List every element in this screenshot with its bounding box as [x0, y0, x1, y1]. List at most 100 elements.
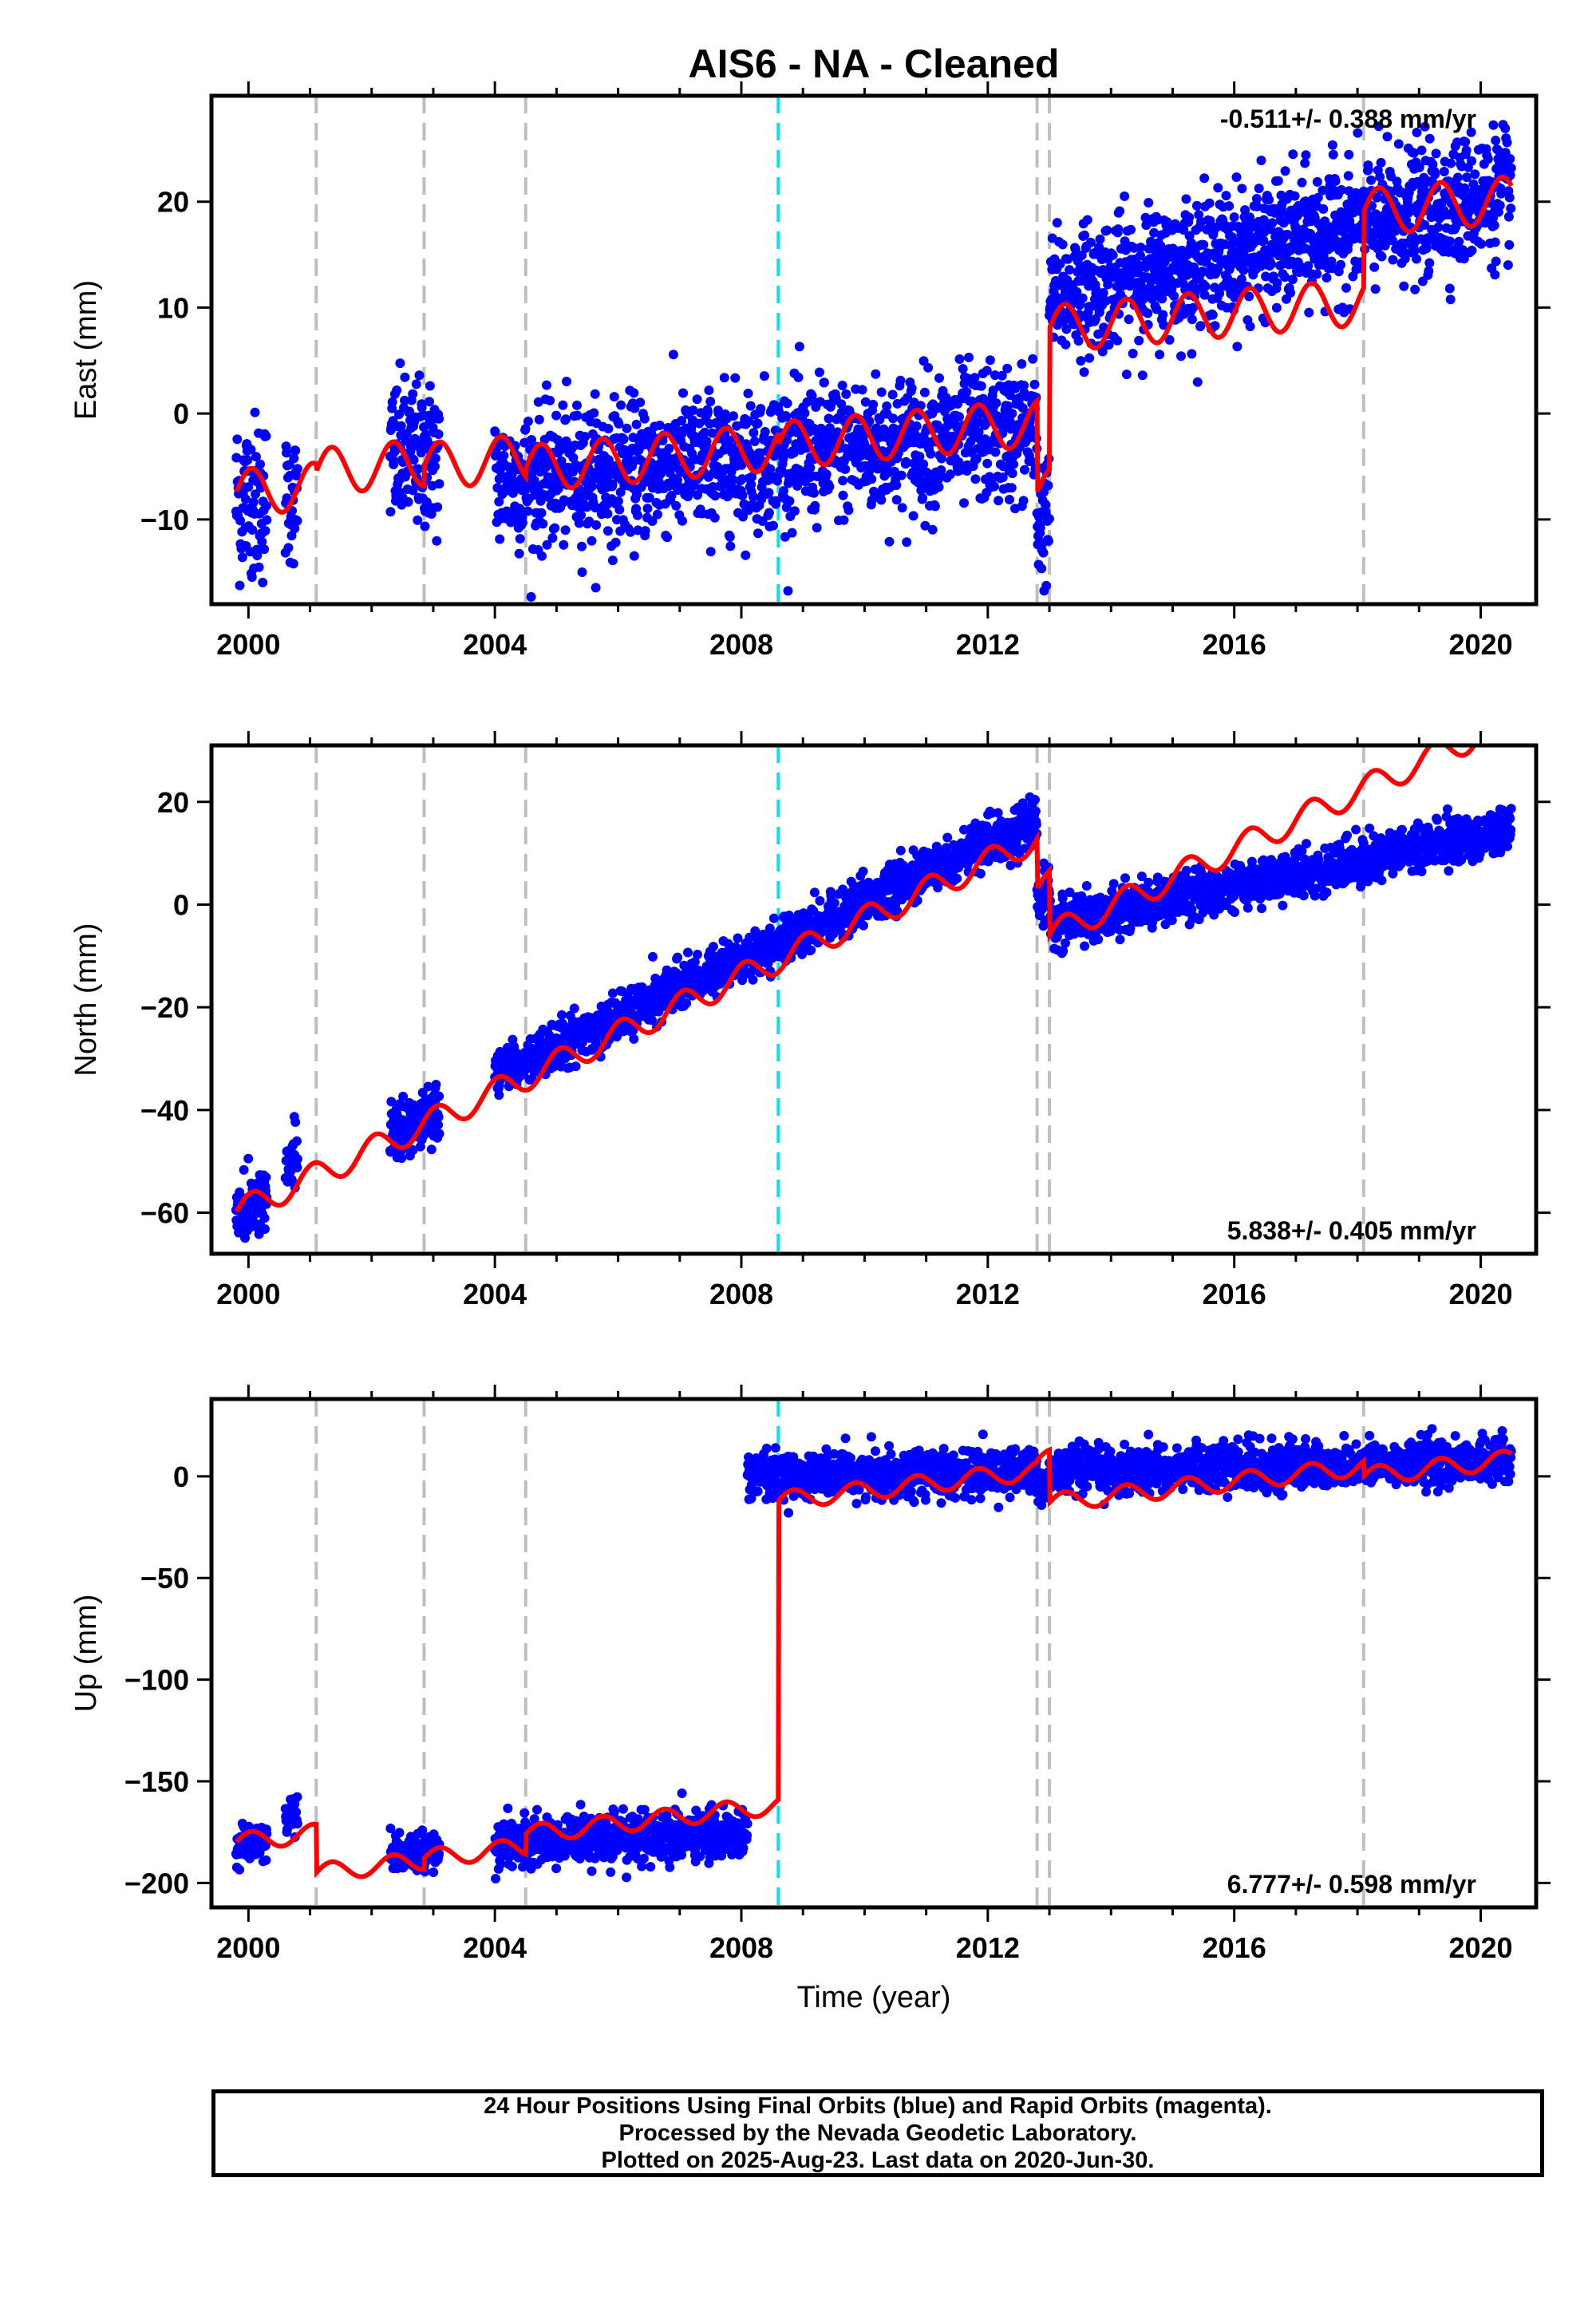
- data-point: [576, 510, 587, 520]
- data-point: [843, 505, 854, 516]
- data-point: [257, 536, 267, 547]
- data-point: [991, 398, 1001, 408]
- data-point: [1300, 158, 1310, 168]
- data-point: [1272, 278, 1282, 288]
- data-point: [590, 389, 600, 399]
- data-point: [1353, 128, 1363, 138]
- data-point: [430, 461, 440, 472]
- data-point: [895, 845, 906, 856]
- data-point: [1192, 377, 1203, 387]
- data-point: [1503, 211, 1514, 222]
- data-point: [261, 500, 271, 511]
- data-point: [1169, 291, 1179, 301]
- data-point: [577, 541, 587, 551]
- data-point: [902, 537, 912, 547]
- data-point: [1140, 212, 1151, 223]
- data-point: [1476, 239, 1487, 249]
- data-point: [1152, 304, 1162, 314]
- data-point: [1197, 267, 1207, 276]
- data-point: [1321, 273, 1332, 283]
- data-point: [559, 539, 569, 550]
- data-point: [838, 476, 848, 486]
- data-point: [417, 402, 427, 413]
- data-point: [1126, 224, 1136, 235]
- data-point: [1210, 321, 1220, 331]
- data-point: [970, 373, 980, 383]
- data-point: [781, 412, 792, 422]
- data-point: [1007, 409, 1017, 419]
- data-point: [970, 474, 981, 484]
- data-point: [395, 358, 405, 369]
- data-point: [432, 536, 442, 546]
- data-point: [1186, 238, 1196, 248]
- data-point: [1420, 219, 1430, 230]
- data-point: [1061, 324, 1072, 334]
- data-point: [609, 392, 619, 402]
- data-point: [1491, 136, 1501, 145]
- data-point: [780, 532, 790, 542]
- data-point: [420, 521, 430, 532]
- data-point: [841, 389, 851, 399]
- data-point: [580, 432, 591, 442]
- data-point: [1266, 259, 1276, 269]
- data-point: [1483, 154, 1493, 164]
- data-point: [490, 427, 500, 437]
- data-point: [514, 548, 524, 559]
- data-point: [561, 414, 571, 425]
- data-point: [1044, 514, 1054, 524]
- data-point: [1312, 176, 1322, 187]
- data-point: [954, 354, 965, 364]
- data-point: [1424, 266, 1434, 276]
- data-point: [705, 547, 716, 557]
- data-point: [1414, 162, 1424, 172]
- data-point: [259, 1213, 270, 1223]
- data-point: [534, 414, 544, 425]
- x-tick-label: 2020: [1448, 628, 1512, 661]
- data-point: [908, 511, 918, 521]
- data-point: [975, 868, 986, 879]
- data-point: [784, 496, 795, 506]
- data-point: [764, 508, 774, 518]
- data-point: [1377, 251, 1387, 262]
- data-point: [243, 455, 253, 465]
- data-point: [1495, 200, 1505, 211]
- data-point: [385, 507, 396, 517]
- data-point: [1404, 203, 1415, 213]
- data-point: [719, 373, 729, 383]
- data-point: [1330, 176, 1341, 186]
- plot-frame: [209, 93, 1539, 607]
- data-point: [1188, 302, 1199, 313]
- data-point: [1133, 260, 1144, 271]
- data-point: [997, 370, 1007, 381]
- data-point: [1410, 284, 1420, 294]
- data-point: [1077, 293, 1088, 303]
- data-point: [632, 489, 642, 500]
- data-point: [730, 373, 741, 383]
- data-point: [1020, 464, 1029, 475]
- data-point: [1009, 459, 1019, 469]
- data-point: [1128, 349, 1138, 358]
- data-point: [629, 1034, 639, 1044]
- model-curve-east: [234, 174, 1514, 515]
- data-point: [737, 474, 748, 484]
- data-point: [1393, 139, 1404, 149]
- data-point: [1304, 307, 1314, 318]
- data-point: [876, 387, 887, 397]
- data-point: [936, 465, 946, 475]
- data-point: [1073, 336, 1084, 346]
- data-point: [962, 387, 972, 397]
- data-point: [289, 453, 299, 464]
- data-point: [1452, 172, 1463, 183]
- data-point: [1112, 335, 1123, 346]
- data-point: [235, 516, 245, 526]
- data-point: [411, 379, 421, 389]
- data-point: [1445, 236, 1456, 247]
- data-point: [1007, 468, 1017, 479]
- data-point: [958, 364, 968, 374]
- data-point: [838, 490, 848, 500]
- data-point: [250, 1209, 260, 1219]
- data-point: [930, 501, 940, 512]
- data-point: [700, 427, 710, 437]
- data-point: [1467, 245, 1477, 255]
